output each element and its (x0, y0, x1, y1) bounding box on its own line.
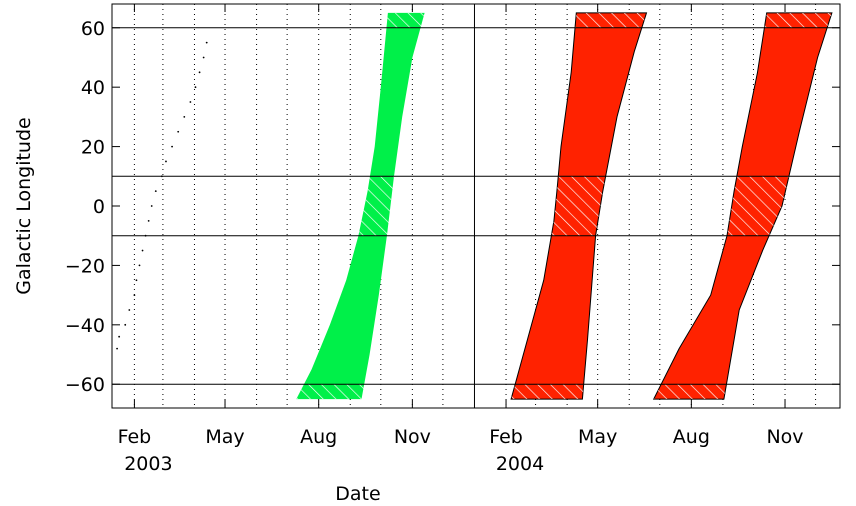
data-point (116, 347, 118, 350)
x-tick-label: May (578, 426, 617, 448)
x-axis-title: Date (335, 483, 380, 505)
y-tick-label: 20 (81, 137, 105, 159)
y-tick-label: 40 (81, 77, 105, 99)
axis-labels: −60 −40 −20 0 20 40 60 Feb 2003 May Aug Nov Feb 2004 M… (65, 18, 804, 475)
scatter-layer (116, 41, 208, 350)
x-tick-label: Feb (118, 426, 152, 448)
hatched-region (653, 176, 832, 236)
reference-lines (112, 27, 840, 385)
grid-lines (133, 4, 817, 408)
hatched-region (296, 12, 425, 28)
hatched-region (511, 12, 647, 28)
hatched-region (511, 384, 647, 400)
data-point (189, 101, 192, 103)
hatched-region (653, 384, 832, 400)
x-tick-label: May (205, 426, 244, 448)
hatched-region (653, 12, 832, 28)
y-tick-label: −40 (65, 315, 105, 337)
band-fill (296, 12, 425, 400)
data-point (118, 335, 121, 338)
x-tick-label: Nov (766, 426, 803, 448)
y-tick-label: −60 (65, 374, 105, 396)
data-point (138, 264, 141, 267)
data-point (128, 309, 131, 311)
data-point (165, 160, 167, 163)
data-point (150, 205, 153, 207)
y-tick-label: −20 (65, 255, 105, 277)
data-point (202, 56, 205, 59)
x-tick-label: Aug (300, 426, 337, 448)
data-point (141, 249, 144, 252)
x-year-label: 2004 (496, 453, 544, 475)
x-tick-label: Nov (394, 426, 431, 448)
y-axis-title: Galactic Longitude (13, 117, 35, 294)
data-point (154, 190, 157, 193)
data-point (205, 41, 208, 44)
data-point (177, 130, 180, 133)
data-point (147, 219, 150, 222)
x-tick-label: Feb (489, 426, 523, 448)
x-year-label: 2003 (124, 453, 172, 475)
data-point (135, 279, 138, 282)
data-point (133, 294, 136, 297)
data-point (183, 115, 186, 118)
data-point (198, 71, 201, 74)
data-point (194, 86, 197, 89)
hatched-region (296, 384, 425, 400)
series-layer (296, 12, 833, 400)
data-point (171, 145, 173, 148)
y-tick-label: 0 (93, 196, 105, 218)
data-point (124, 323, 127, 326)
axes-ticks (112, 4, 840, 408)
y-tick-label: 60 (81, 18, 105, 40)
x-tick-label: Aug (673, 426, 710, 448)
band-3 (652, 12, 833, 400)
